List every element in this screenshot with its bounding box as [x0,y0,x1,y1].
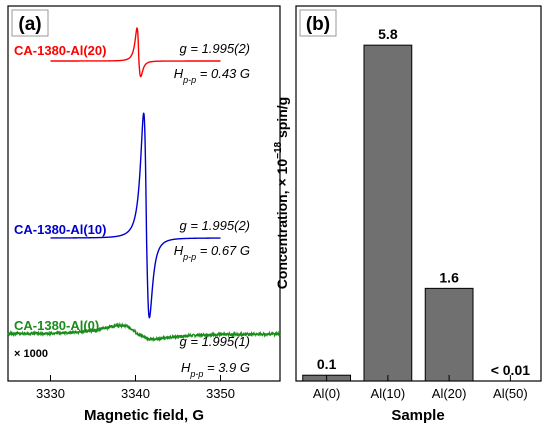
bar-value-label-1: 5.8 [378,26,398,42]
bar-2 [424,287,474,382]
b-x-tick-label-3: Al(50) [493,386,528,401]
panel-a-label: (a) [18,14,41,35]
b-x-tick-label-0: Al(0) [313,386,340,401]
a-x-ticks: 3330 3340 3350 [36,375,235,401]
bar-1 [363,44,413,382]
series-label-0: CA-1380-Al(20) [14,43,106,58]
panel-a: (a) CA-1380-Al(20) g = 1.995(2) Hp-p = 0.4… [7,5,281,424]
epr-trace-2 [7,321,281,342]
a-x-tick-label-2: 3350 [206,386,235,401]
panel-b: (b) 0.1 Al(0) 5.8 Al(10) 1.6 Al(20) < 0.01 Al(5… [273,5,542,424]
epr-trace-1 [50,112,221,319]
series-label-1: CA-1380-Al(10) [14,222,106,237]
b-bars: 0.1 Al(0) 5.8 Al(10) 1.6 Al(20) < 0.01 Al(50) [302,26,531,401]
series-label-2: CA-1380-Al(0) [14,318,99,333]
g-value-0: g = 1.995(2) [180,41,250,56]
b-y-axis-label-unit: spin/g [274,97,290,142]
epr-trace-0 [50,27,221,78]
b-y-axis-label-main: Concentration, × 10 [274,159,290,290]
a-x-axis-label: Magnetic field, G [84,407,204,424]
a-x-tick-label-1: 3340 [121,386,150,401]
panel-a-label-box [11,9,49,37]
a-x-tick-label-0: 3330 [36,386,65,401]
b-x-tick-label-2: Al(20) [432,386,467,401]
panel-b-label: (b) [306,14,330,35]
g-value-1: g = 1.995(2) [180,218,250,233]
b-y-axis-label-exponent: −18 [273,141,284,158]
hpp-value-0: Hp-p = 0.43 G [174,66,250,85]
panel-b-frame [295,5,542,382]
b-x-tick-label-1: Al(10) [371,386,406,401]
g-value-2: g = 1.995(1) [180,334,250,349]
bar-value-label-3: < 0.01 [491,362,531,378]
panel-b-label-box [299,9,337,37]
panel-a-frame [7,5,281,382]
a-multiplier-note: × 1000 [14,348,48,360]
hpp-value-2: Hp-p = 3.9 G [181,360,250,379]
b-x-axis-label: Sample [391,407,444,424]
b-y-axis-label: Concentration, × 10−18 spin/g [273,97,290,289]
bar-value-label-2: 1.6 [439,269,459,285]
hpp-value-1: Hp-p = 0.67 G [174,243,250,262]
bar-value-label-0: 0.1 [317,356,337,372]
a-traces: CA-1380-Al(20) g = 1.995(2) Hp-p = 0.43 G C… [7,27,281,379]
